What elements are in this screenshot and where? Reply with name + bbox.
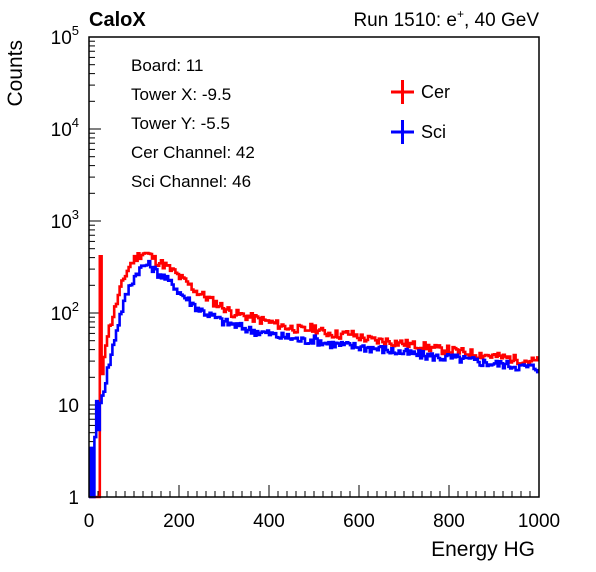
x-tick-label: 800 (433, 511, 465, 532)
y-tick-label: 10 (58, 396, 79, 417)
info-tower-y: Tower Y: -5.5 (131, 114, 230, 133)
info-tower-x: Tower X: -9.5 (131, 85, 231, 104)
series-cer-line (89, 251, 539, 499)
legend: Cer Sci (391, 80, 450, 144)
info-cer-channel: Cer Channel: 42 (131, 143, 255, 162)
y-tick-label: 102 (51, 299, 79, 325)
legend-item-sci: Sci (391, 120, 446, 144)
series-sci-line (89, 259, 539, 499)
run-label: Run 1510: e+, 40 GeV (353, 7, 539, 31)
x-tick-label: 600 (343, 511, 375, 532)
y-tick-label: 104 (51, 115, 79, 141)
info-sci-channel: Sci Channel: 46 (131, 172, 251, 191)
x-tick-label: 200 (163, 511, 195, 532)
experiment-label: CaloX (89, 9, 146, 31)
legend-label-sci: Sci (421, 122, 446, 142)
info-board: Board: 11 (131, 56, 203, 75)
x-axis-label: Energy HG (431, 538, 535, 561)
plot-frame (88, 36, 540, 498)
y-tick-label: 1 (68, 488, 79, 509)
legend-item-cer: Cer (391, 80, 450, 104)
info-box: Board: 11 Tower X: -9.5 Tower Y: -5.5 Ce… (131, 56, 255, 191)
x-tick-label: 400 (253, 511, 285, 532)
x-tick-label: 1000 (518, 511, 560, 532)
y-axis-label: Counts (4, 40, 27, 107)
run-label-suffix: , 40 GeV (464, 10, 539, 31)
legend-label-cer: Cer (421, 82, 450, 102)
run-label-superscript: + (457, 7, 464, 21)
series-layer (89, 251, 539, 499)
y-tick-label: 103 (51, 207, 79, 233)
x-tick-label: 0 (84, 511, 95, 532)
axes: 0 200 400 600 800 1000 1 10 102 103 104 105 (51, 23, 561, 532)
run-label-prefix: Run 1510: e (353, 10, 457, 31)
y-tick-label: 105 (51, 23, 79, 49)
